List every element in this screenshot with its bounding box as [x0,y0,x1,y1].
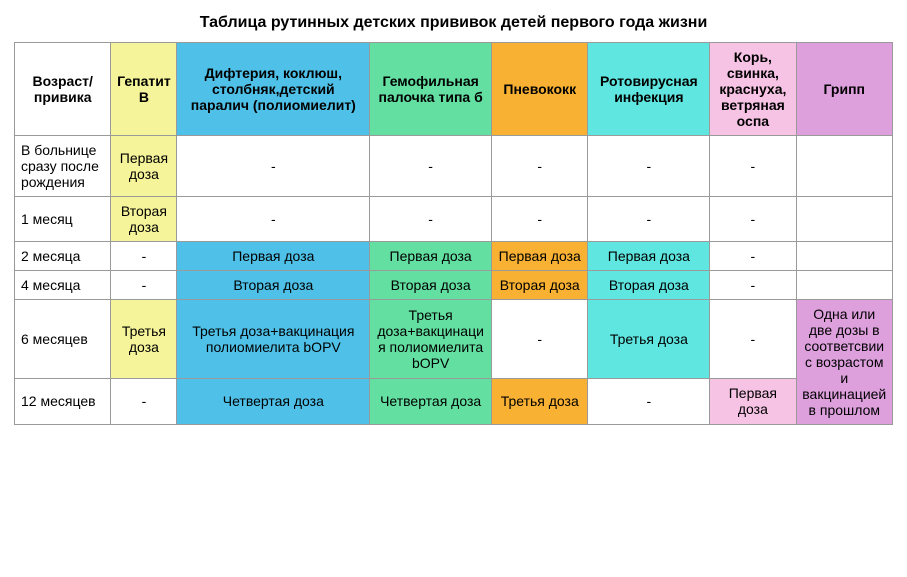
row-age-label: В больнице сразу после рождения [15,136,111,197]
table-row: 1 месяцВторая доза----- [15,197,893,242]
table-row: 4 месяца-Вторая дозаВторая дозаВторая до… [15,271,893,300]
column-header-dtap: Дифтерия, коклюш, столбняк,детский парал… [177,43,370,136]
cell: - [710,136,796,197]
column-header-age: Возраст/ привика [15,43,111,136]
cell: - [588,136,710,197]
column-header-hib: Гемофильная палочка типа б [370,43,492,136]
cell [796,271,892,300]
row-age-label: 2 месяца [15,242,111,271]
cell: Первая доза [370,242,492,271]
cell: Вторая доза [492,271,588,300]
cell: - [710,271,796,300]
row-age-label: 4 месяца [15,271,111,300]
cell: Первая доза [492,242,588,271]
cell: - [177,136,370,197]
cell: Третья доза [492,378,588,424]
cell: - [492,300,588,379]
table-row: В больнице сразу после рожденияПервая до… [15,136,893,197]
cell: - [710,242,796,271]
cell: Первая доза [111,136,177,197]
cell: Четвертая доза [370,378,492,424]
cell: - [370,197,492,242]
cell: - [111,271,177,300]
table-row: 6 месяцевТретья дозаТретья доза+вакцинац… [15,300,893,379]
cell [796,197,892,242]
table-row: 2 месяца-Первая дозаПервая дозаПервая до… [15,242,893,271]
cell: - [710,197,796,242]
cell [796,242,892,271]
cell [796,136,892,197]
cell: Третья доза [588,300,710,379]
row-age-label: 12 месяцев [15,378,111,424]
cell: Третья доза+вакцинация полиомиелита bOPV [177,300,370,379]
cell: Вторая доза [588,271,710,300]
cell: - [588,378,710,424]
cell: - [710,300,796,379]
row-age-label: 1 месяц [15,197,111,242]
cell: - [111,242,177,271]
column-header-pcv: Пневококк [492,43,588,136]
cell: - [492,136,588,197]
cell: Одна или две дозы в соответсвии с возрас… [796,300,892,425]
column-header-hepb: Гепатит В [111,43,177,136]
column-header-mmrv: Корь, свинка, краснуха, ветряная оспа [710,43,796,136]
column-header-flu: Грипп [796,43,892,136]
cell: - [492,197,588,242]
cell: Первая доза [177,242,370,271]
cell: Первая доза [710,378,796,424]
cell: Первая доза [588,242,710,271]
cell: Третья доза [111,300,177,379]
cell: Вторая доза [370,271,492,300]
table-row: 12 месяцев-Четвертая дозаЧетвертая дозаТ… [15,378,893,424]
cell: Вторая доза [177,271,370,300]
row-age-label: 6 месяцев [15,300,111,379]
vaccine-schedule-table: Возраст/ привикаГепатит ВДифтерия, коклю… [14,42,893,425]
cell: Вторая доза [111,197,177,242]
column-header-rota: Ротовирусная инфекция [588,43,710,136]
table-title: Таблица рутинных детских прививок детей … [14,14,893,32]
cell: Третья доза+вакцинация полиомиелита bOPV [370,300,492,379]
cell: - [588,197,710,242]
cell: - [370,136,492,197]
cell: - [111,378,177,424]
cell: Четвертая доза [177,378,370,424]
cell: - [177,197,370,242]
